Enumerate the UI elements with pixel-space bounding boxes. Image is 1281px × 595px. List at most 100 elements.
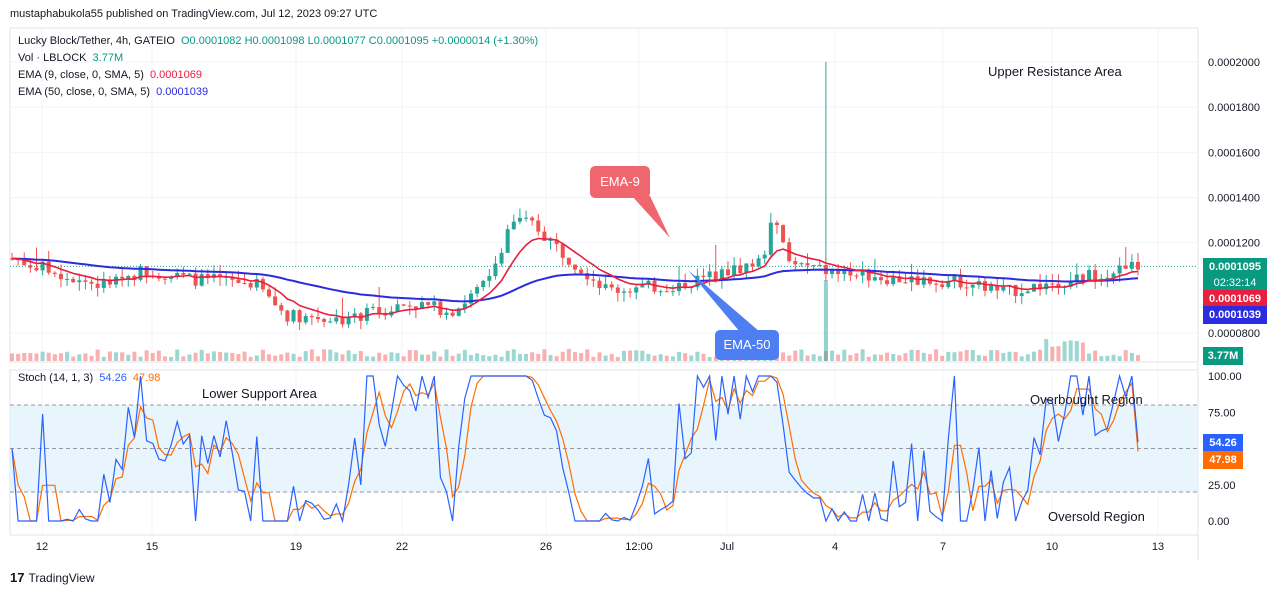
volume-bar bbox=[1007, 351, 1012, 361]
candle-body bbox=[230, 276, 235, 280]
volume-bar bbox=[891, 354, 896, 361]
time-axis: 12 15 19 22 26 12:00 Jul 4 7 10 13 bbox=[36, 541, 1164, 553]
volume-bar bbox=[1068, 340, 1073, 361]
candle-body bbox=[279, 305, 284, 311]
volume-bar bbox=[1099, 356, 1104, 361]
time-tick-label: 12 bbox=[36, 541, 48, 553]
candle-body bbox=[468, 293, 473, 304]
candle-body bbox=[646, 280, 651, 285]
volume-bar bbox=[101, 356, 106, 361]
candle-body bbox=[774, 222, 779, 226]
volume-bar bbox=[652, 355, 657, 361]
candle-body bbox=[811, 265, 816, 267]
volume-bar bbox=[848, 354, 853, 361]
ema50-callout: EMA-50 bbox=[715, 330, 779, 360]
volume-bar bbox=[248, 356, 253, 361]
volume-bar bbox=[303, 351, 308, 361]
volume-bar bbox=[927, 354, 932, 361]
candle-body bbox=[683, 282, 688, 288]
candle-body bbox=[842, 270, 847, 275]
stoch-d-tag: 47.98 bbox=[1203, 451, 1243, 469]
volume-bar bbox=[903, 353, 908, 361]
volume-bar bbox=[211, 351, 216, 361]
candle-body bbox=[52, 272, 57, 274]
ema9-callout-pointer bbox=[632, 196, 670, 238]
candle-body bbox=[475, 287, 480, 294]
volume-bar bbox=[138, 356, 143, 361]
volume-bar bbox=[420, 354, 425, 361]
ema50-callout-pointer bbox=[688, 270, 760, 332]
candle-body bbox=[236, 279, 241, 283]
candle-body bbox=[162, 278, 167, 280]
volume-bar bbox=[964, 349, 969, 361]
candle-body bbox=[199, 274, 204, 286]
candle-body bbox=[940, 284, 945, 288]
volume-bar bbox=[1031, 351, 1036, 361]
volume-bar bbox=[1038, 349, 1043, 361]
candle-body bbox=[413, 306, 418, 310]
legend-ema9-row: EMA (9, close, 0, SMA, 5) 0.0001069 bbox=[18, 69, 205, 81]
volume-bar bbox=[517, 353, 522, 361]
candle-body bbox=[493, 263, 498, 277]
volume-bar bbox=[609, 353, 614, 361]
candle-body bbox=[878, 277, 883, 281]
candle-body bbox=[1038, 283, 1043, 290]
candle-body bbox=[309, 316, 314, 318]
candle-body bbox=[40, 261, 45, 271]
candle-body bbox=[738, 265, 743, 274]
price-tick-label: 0.0001600 bbox=[1208, 147, 1260, 159]
candle-body bbox=[291, 310, 296, 322]
candle-body bbox=[1117, 265, 1122, 274]
candle-body bbox=[58, 273, 63, 280]
candle-body bbox=[285, 310, 290, 322]
legend-ema50-label: EMA (50, close, 0, SMA, 5) bbox=[18, 86, 151, 98]
volume-bar bbox=[934, 349, 939, 361]
volume-bar bbox=[334, 352, 339, 361]
spike-volume-bar bbox=[823, 280, 828, 361]
stoch-tick-label: 25.00 bbox=[1208, 480, 1236, 492]
candle-body bbox=[750, 263, 755, 267]
volume-bar bbox=[499, 356, 504, 361]
candle-body bbox=[854, 275, 859, 277]
candle-body bbox=[352, 313, 357, 318]
volume-bar bbox=[805, 355, 810, 361]
volume-bar bbox=[89, 355, 94, 361]
time-tick-label: 4 bbox=[832, 541, 838, 553]
candle-body bbox=[395, 304, 400, 312]
callouts bbox=[632, 196, 760, 332]
volume-bar bbox=[664, 355, 669, 361]
volume-bar bbox=[1087, 353, 1092, 361]
volume-bar bbox=[1105, 355, 1110, 361]
volume-bar bbox=[205, 353, 210, 361]
volume-bar bbox=[407, 350, 412, 361]
ema9-callout: EMA-9 bbox=[590, 166, 650, 198]
candle-body bbox=[101, 279, 106, 288]
candle-body bbox=[65, 278, 70, 280]
volume-bar bbox=[1019, 356, 1024, 361]
candle-body bbox=[934, 283, 939, 285]
volume-bar bbox=[860, 349, 865, 361]
volume-bar bbox=[1117, 356, 1122, 361]
volume-bar bbox=[273, 355, 278, 361]
volume-bar bbox=[548, 355, 553, 361]
candle-body bbox=[548, 239, 553, 241]
candle-body bbox=[603, 284, 608, 289]
candle-body bbox=[505, 229, 510, 253]
candle-body bbox=[46, 261, 51, 273]
volume-bar bbox=[328, 349, 333, 361]
candle-body bbox=[34, 267, 39, 271]
volume-bar bbox=[254, 355, 259, 361]
volume-bar bbox=[58, 353, 63, 361]
oversold-label: Oversold Region bbox=[1048, 509, 1145, 524]
ema50-price-tag: 0.0001039 bbox=[1203, 306, 1267, 324]
candle-body bbox=[1123, 265, 1128, 269]
candle-body bbox=[701, 275, 706, 278]
candle-body bbox=[254, 279, 259, 288]
candle-body bbox=[585, 273, 590, 280]
candle-body bbox=[762, 254, 767, 259]
volume-bar bbox=[236, 354, 241, 361]
candle-body bbox=[218, 274, 223, 278]
candle-body bbox=[615, 287, 620, 293]
